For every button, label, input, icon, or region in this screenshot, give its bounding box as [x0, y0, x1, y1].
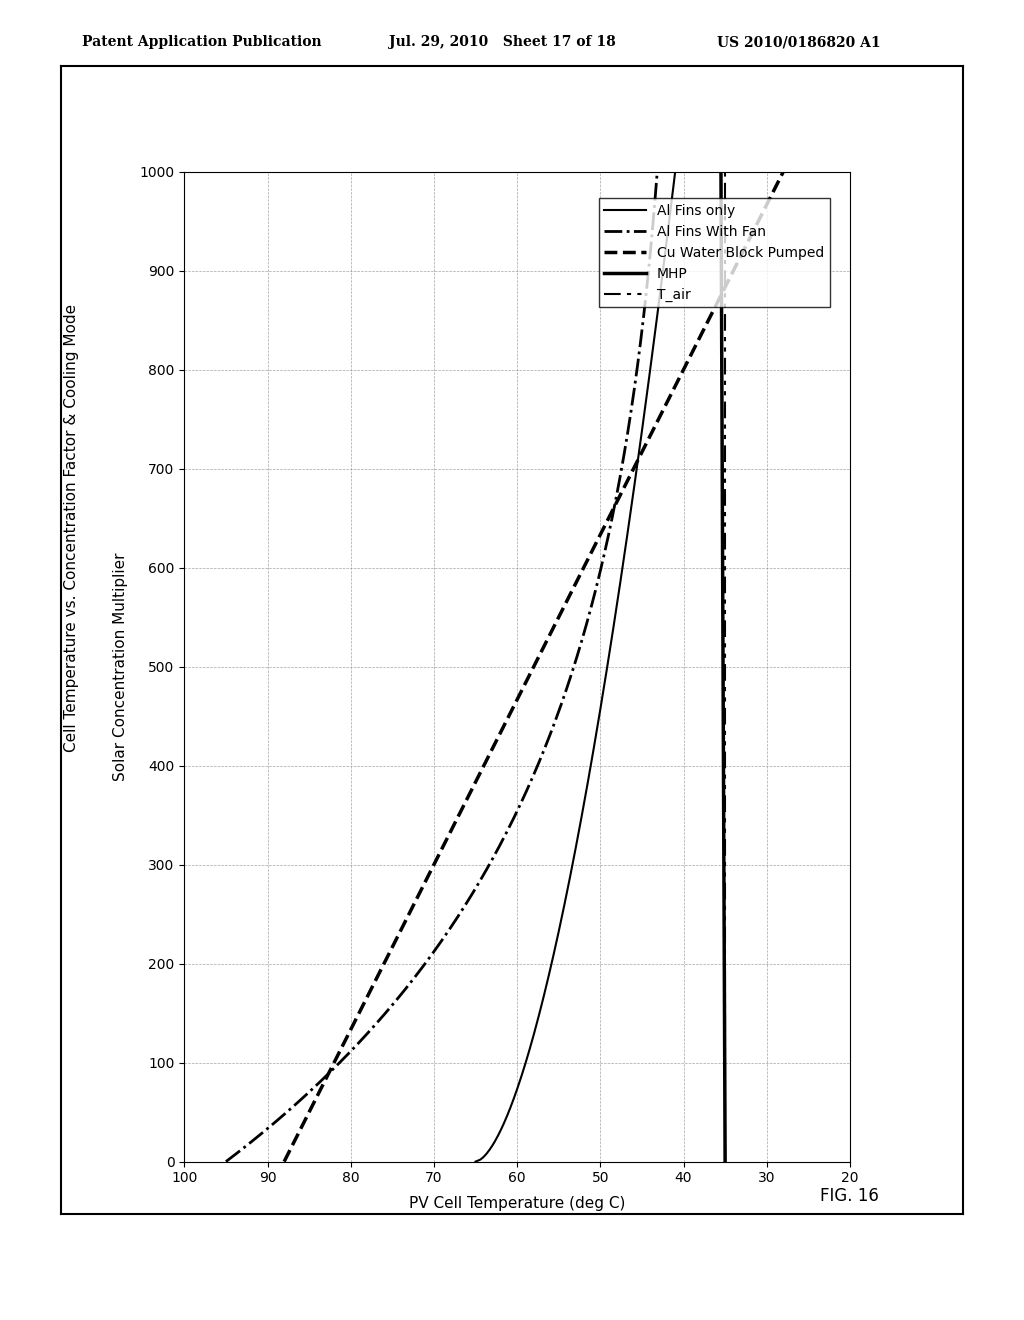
- Text: Jul. 29, 2010   Sheet 17 of 18: Jul. 29, 2010 Sheet 17 of 18: [389, 36, 615, 49]
- MHP: [719, 1154, 731, 1170]
- MHP: [717, 677, 729, 693]
- Legend: Al Fins only, Al Fins With Fan, Cu Water Block Pumped, MHP, T_air: Al Fins only, Al Fins With Fan, Cu Water…: [598, 198, 829, 308]
- MHP: [717, 618, 729, 634]
- Cu Water Block Pumped: [765, 187, 777, 203]
- T_air: [719, 1154, 731, 1170]
- Al Fins With Fan: [220, 1154, 232, 1170]
- MHP: [717, 684, 729, 700]
- Al Fins only: [598, 677, 610, 693]
- MHP: [717, 565, 729, 581]
- Text: US 2010/0186820 A1: US 2010/0186820 A1: [717, 36, 881, 49]
- Al Fins With Fan: [651, 164, 664, 180]
- Cu Water Block Pumped: [575, 565, 588, 581]
- T_air: [719, 342, 731, 358]
- T_air: [719, 164, 731, 180]
- MHP: [715, 187, 727, 203]
- Line: Cu Water Block Pumped: Cu Water Block Pumped: [284, 172, 783, 1162]
- T_air: [719, 684, 731, 700]
- Al Fins only: [667, 187, 679, 203]
- Al Fins only: [615, 565, 628, 581]
- Al Fins With Fan: [559, 684, 571, 700]
- Cu Water Block Pumped: [687, 342, 699, 358]
- Al Fins only: [646, 342, 658, 358]
- Al Fins With Fan: [580, 618, 592, 634]
- Cu Water Block Pumped: [777, 164, 790, 180]
- T_air: [719, 677, 731, 693]
- Al Fins only: [469, 1154, 481, 1170]
- MHP: [716, 342, 728, 358]
- Line: Al Fins only: Al Fins only: [475, 172, 675, 1162]
- Cu Water Block Pumped: [518, 677, 530, 693]
- Text: Cell Temperature vs. Concentration Factor & Cooling Mode: Cell Temperature vs. Concentration Facto…: [65, 304, 79, 752]
- Al Fins only: [669, 164, 681, 180]
- Al Fins With Fan: [649, 187, 662, 203]
- Text: Patent Application Publication: Patent Application Publication: [82, 36, 322, 49]
- Text: FIG. 16: FIG. 16: [820, 1187, 880, 1205]
- Y-axis label: Solar Concentration Multiplier: Solar Concentration Multiplier: [114, 552, 128, 781]
- Line: Al Fins With Fan: Al Fins With Fan: [226, 172, 657, 1162]
- MHP: [715, 164, 727, 180]
- Cu Water Block Pumped: [278, 1154, 291, 1170]
- Cu Water Block Pumped: [548, 618, 560, 634]
- Al Fins only: [597, 684, 609, 700]
- T_air: [719, 187, 731, 203]
- Al Fins With Fan: [594, 565, 606, 581]
- Line: MHP: MHP: [721, 172, 725, 1162]
- T_air: [719, 618, 731, 634]
- X-axis label: PV Cell Temperature (deg C): PV Cell Temperature (deg C): [409, 1196, 626, 1212]
- Al Fins only: [607, 618, 620, 634]
- Al Fins With Fan: [561, 677, 573, 693]
- T_air: [719, 565, 731, 581]
- Cu Water Block Pumped: [515, 684, 527, 700]
- Al Fins With Fan: [634, 342, 646, 358]
